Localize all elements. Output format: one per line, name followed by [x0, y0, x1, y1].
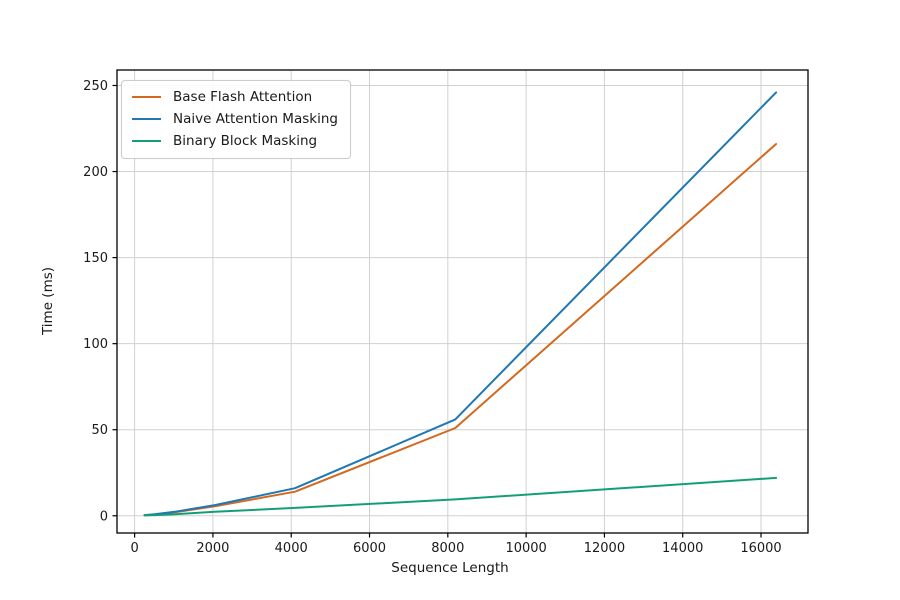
legend-label: Binary Block Masking — [173, 132, 318, 149]
series-lines — [143, 91, 778, 517]
x-tick-label: 6000 — [353, 541, 386, 556]
y-tick-label: 50 — [91, 423, 108, 438]
x-tick-label: 4000 — [275, 541, 308, 556]
y-tick-label: 200 — [83, 165, 108, 180]
legend-entry-naive-attention-masking: Naive Attention Masking — [132, 110, 338, 127]
x-tick-label: 0 — [130, 541, 138, 556]
y-tick-label: 250 — [83, 79, 108, 94]
plot-border — [116, 69, 809, 534]
y-tick-label: 150 — [83, 251, 108, 266]
axes-spines — [116, 69, 809, 534]
x-tick-label: 16000 — [740, 541, 781, 556]
x-axis-label: Sequence Length — [391, 560, 509, 576]
x-tick-label: 8000 — [431, 541, 464, 556]
y-tick-label: 0 — [100, 509, 108, 524]
legend-label: Base Flash Attention — [173, 89, 313, 105]
legend-entry-binary-block-masking: Binary Block Masking — [132, 132, 338, 149]
tick-labels: 0 2000 4000 6000 8000 10000 12000 14000 16000 0 50… — [83, 79, 782, 556]
x-tick-label: 2000 — [196, 541, 229, 556]
y-tick-label: 100 — [83, 337, 108, 352]
gridlines — [117, 70, 808, 533]
series-line-binary-block-masking — [143, 476, 778, 517]
x-tick-label: 12000 — [584, 541, 625, 556]
legend-swatch-icon — [132, 118, 161, 121]
legend-label: Naive Attention Masking — [173, 110, 338, 127]
x-tick-label: 14000 — [662, 541, 703, 556]
legend-swatch-icon — [132, 140, 161, 143]
tick-marks — [112, 84, 762, 538]
legend: Base Flash Attention Naive Attention Mask… — [121, 80, 351, 159]
x-tick-label: 10000 — [505, 541, 546, 556]
y-axis-label-wrap: Time (ms) — [40, 201, 80, 401]
series-line-base-flash-attention — [143, 143, 778, 517]
y-axis-label: Time (ms) — [40, 266, 56, 336]
legend-entry-base-flash-attention: Base Flash Attention — [132, 90, 338, 105]
legend-swatch-icon — [132, 96, 161, 99]
